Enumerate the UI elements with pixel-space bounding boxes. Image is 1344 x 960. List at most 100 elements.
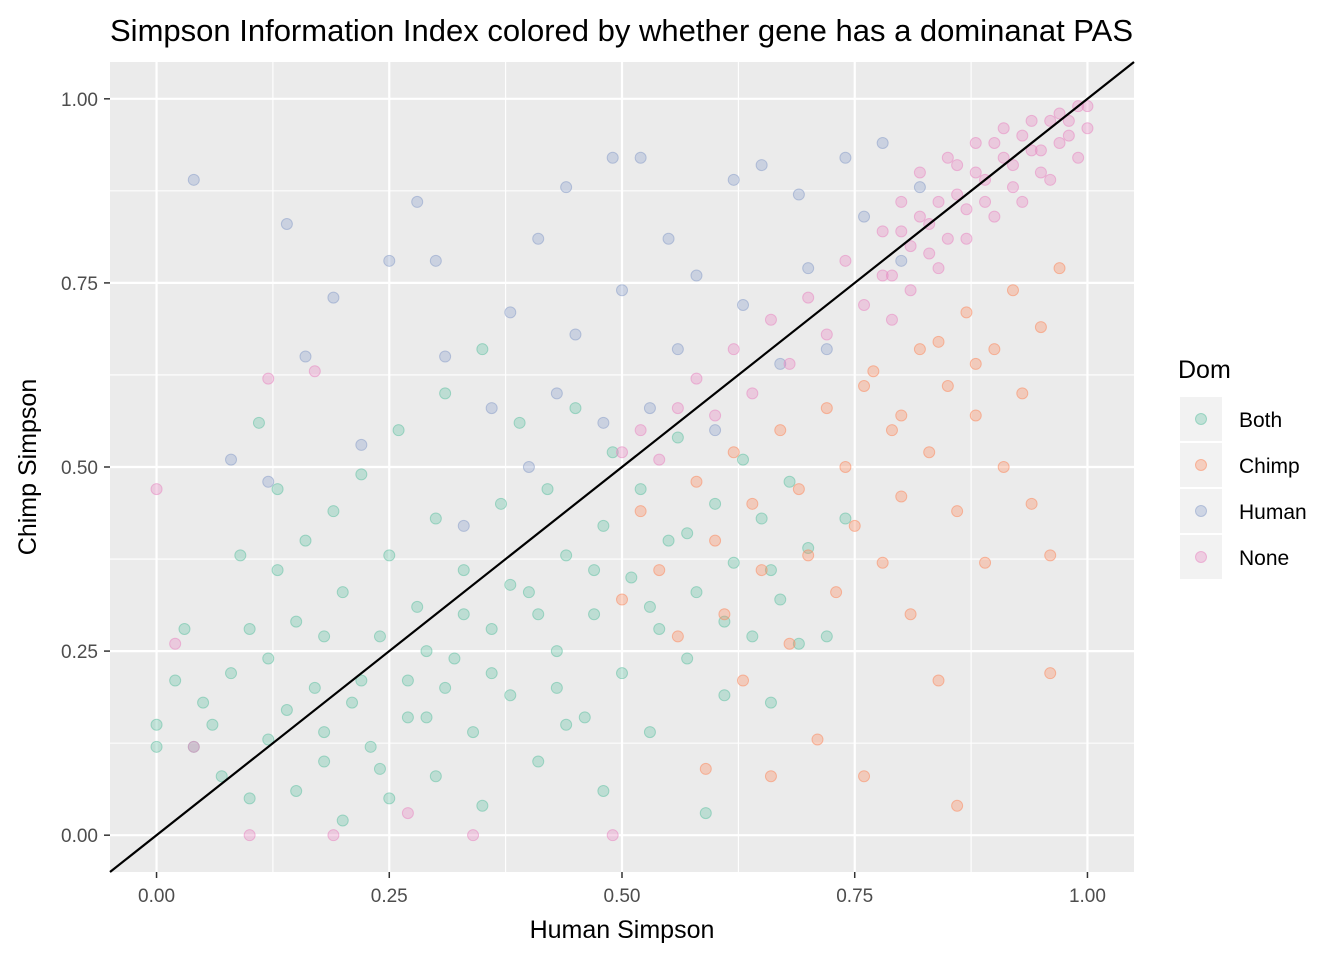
point-chimp-43: [1044, 667, 1057, 680]
x-axis-title: Human Simpson: [530, 916, 715, 944]
point-both-22: [327, 505, 340, 518]
point-none-49: [1062, 114, 1075, 127]
point-human-17: [560, 181, 573, 194]
point-both-24: [336, 814, 349, 827]
point-none-39: [1016, 195, 1029, 208]
point-human-30: [755, 159, 768, 172]
point-chimp-41: [1025, 497, 1038, 510]
point-chimp-16: [802, 549, 815, 562]
point-none-16: [727, 343, 740, 356]
point-human-36: [858, 210, 871, 223]
point-both-33: [411, 600, 424, 613]
point-chimp-21: [848, 519, 861, 532]
point-chimp-18: [820, 402, 833, 415]
point-chimp-28: [913, 343, 926, 356]
point-human-7: [383, 254, 396, 267]
point-both-82: [355, 674, 368, 687]
point-human-32: [792, 188, 805, 201]
point-none-58: [979, 195, 992, 208]
point-both-45: [504, 689, 517, 702]
point-both-2: [169, 674, 182, 687]
point-none-9: [606, 829, 619, 842]
point-both-5: [197, 696, 210, 709]
point-both-28: [373, 630, 386, 643]
legend-label-human: Human: [1239, 501, 1307, 524]
point-both-96: [420, 645, 433, 658]
point-none-67: [895, 225, 908, 238]
point-both-41: [476, 799, 489, 812]
point-both-94: [318, 726, 331, 739]
point-both-64: [671, 431, 684, 444]
point-none-24: [876, 225, 889, 238]
point-none-59: [969, 166, 982, 179]
point-both-23: [336, 586, 349, 599]
point-both-66: [690, 586, 703, 599]
point-chimp-38: [997, 461, 1010, 473]
point-both-37: [439, 387, 452, 400]
y-tick-label-4: 1.00: [61, 90, 98, 111]
point-both-29: [383, 549, 396, 562]
point-human-4: [299, 350, 312, 363]
x-tick-label-1: 0.25: [371, 886, 408, 907]
point-both-52: [569, 402, 582, 415]
point-both-89: [643, 600, 656, 613]
point-chimp-32: [951, 799, 964, 812]
point-none-20: [802, 291, 815, 304]
point-chimp-30: [932, 674, 945, 687]
point-both-58: [616, 667, 628, 680]
point-none-23: [858, 299, 871, 311]
point-human-19: [597, 416, 610, 429]
point-none-33: [960, 232, 973, 245]
point-none-30: [932, 262, 945, 275]
point-both-60: [634, 483, 647, 496]
legend-key-both: [1180, 397, 1222, 441]
legend-label-both: Both: [1239, 409, 1282, 432]
point-chimp-47: [895, 409, 908, 422]
point-none-45: [1072, 151, 1085, 164]
point-none-2: [187, 740, 200, 753]
point-human-10: [439, 350, 452, 363]
point-both-49: [541, 483, 554, 496]
point-none-38: [1006, 159, 1019, 172]
point-both-72: [746, 630, 759, 643]
point-chimp-36: [979, 556, 992, 569]
point-both-9: [234, 549, 247, 562]
point-human-1: [225, 453, 238, 466]
point-none-31: [941, 151, 954, 164]
point-human-39: [913, 181, 926, 194]
point-both-61: [643, 726, 656, 739]
point-human-11: [457, 519, 470, 532]
point-chimp-17: [811, 733, 824, 746]
point-none-32: [951, 188, 964, 201]
point-human-35: [839, 151, 852, 164]
point-both-69: [718, 689, 731, 702]
point-both-73: [755, 512, 768, 525]
point-none-55: [1006, 181, 1019, 194]
point-chimp-13: [774, 424, 787, 437]
point-both-34: [420, 711, 433, 724]
point-chimp-33: [951, 505, 964, 518]
point-none-19: [783, 357, 796, 370]
point-both-27: [364, 740, 377, 753]
point-none-50: [1053, 137, 1066, 149]
point-both-48: [532, 755, 545, 768]
point-both-40: [467, 726, 480, 739]
point-none-12: [653, 453, 666, 466]
point-both-14: [271, 564, 284, 577]
point-both-83: [401, 711, 414, 724]
y-tick-label-0: 0.00: [61, 826, 98, 847]
point-none-22: [839, 254, 852, 267]
point-both-1: [150, 740, 163, 753]
point-both-74: [764, 696, 777, 709]
point-human-3: [280, 218, 293, 230]
point-both-95: [373, 762, 386, 775]
point-human-20: [606, 151, 619, 164]
point-both-6: [206, 718, 219, 731]
chart-title: Simpson Information Index colored by whe…: [110, 13, 1133, 48]
point-both-36: [429, 512, 442, 525]
legend-key-human: [1180, 489, 1222, 533]
point-both-90: [681, 527, 694, 540]
x-tick-label-0: 0.00: [138, 886, 175, 907]
point-both-26: [355, 468, 368, 481]
